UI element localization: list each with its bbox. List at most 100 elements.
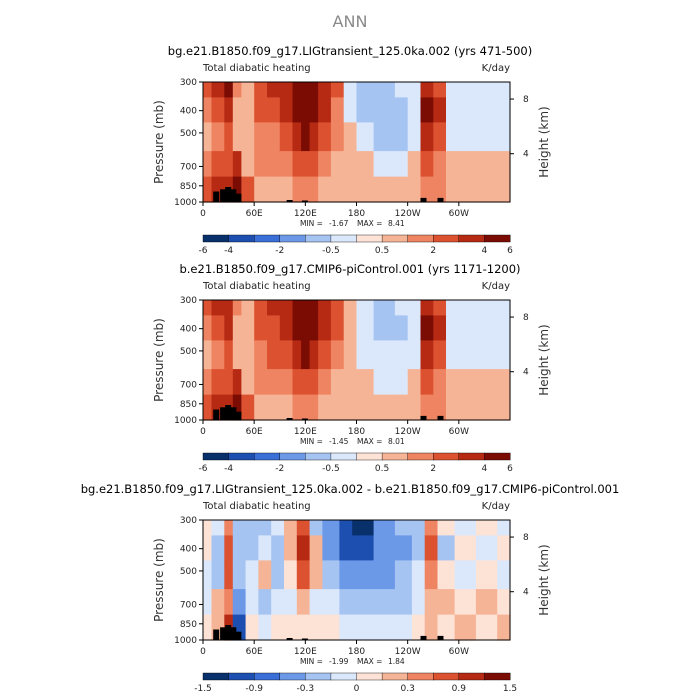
field-cell <box>356 151 375 178</box>
panel-title: bg.e21.B1850.f09_g17.LIGtransient_125.0k… <box>168 44 532 58</box>
field-cell <box>245 520 259 536</box>
field-cell <box>211 369 225 396</box>
x-tick-label: 120W <box>395 647 421 657</box>
field-cell <box>394 176 409 203</box>
field-cell <box>301 151 311 178</box>
x-tick-label: 120E <box>294 427 317 437</box>
field-cell <box>394 369 409 396</box>
field-cell <box>254 315 268 341</box>
colorbar-label: 0.5 <box>375 246 389 256</box>
field-cell <box>356 300 375 316</box>
field-cell <box>292 122 302 152</box>
field-cell <box>203 300 213 316</box>
colorbar-label: -0.5 <box>322 464 340 474</box>
colorbar-label: 0.9 <box>452 684 467 694</box>
field-cell <box>330 340 345 370</box>
terrain-block <box>437 197 444 202</box>
min-label: MIN = <box>300 219 323 228</box>
field-cell <box>318 97 332 123</box>
min-label: MIN = <box>300 437 323 446</box>
field-cell <box>339 535 353 561</box>
field-cell <box>373 122 396 152</box>
field-cell <box>296 614 311 641</box>
field-cell <box>322 589 341 616</box>
y-tick-label: 500 <box>180 129 197 139</box>
field-cell <box>301 82 311 98</box>
field-cell <box>284 560 298 590</box>
field-cell <box>339 614 353 641</box>
field-cell <box>322 520 341 536</box>
field-cell <box>497 614 511 641</box>
terrain-block <box>420 197 427 202</box>
field-cell <box>232 589 247 616</box>
field-cell <box>203 151 213 178</box>
field-cell <box>292 315 302 341</box>
field-cell <box>394 97 409 123</box>
field-cell <box>356 122 375 152</box>
terrain-block <box>230 627 237 640</box>
field-cell <box>309 122 319 152</box>
field-cell <box>356 82 375 98</box>
field-cell <box>203 560 213 590</box>
field-cell <box>322 560 341 590</box>
y2-axis-label: Height (km) <box>537 544 551 615</box>
field-cell <box>241 97 255 123</box>
field-cell <box>211 97 225 123</box>
terrain-block <box>286 200 293 202</box>
colorbar-swatch <box>381 234 409 243</box>
terrain-block <box>213 629 220 640</box>
field-cell <box>211 520 225 536</box>
field-cell <box>267 82 281 98</box>
field-cell <box>424 589 439 616</box>
field-cell <box>309 82 319 98</box>
x-tick-label: 60E <box>246 427 263 437</box>
field-cell <box>352 520 375 536</box>
field-cell <box>232 535 247 561</box>
field-cell <box>330 394 345 421</box>
field-cell <box>356 176 375 203</box>
terrain-mask <box>213 187 444 202</box>
field-cell <box>232 122 242 152</box>
colorbar-swatch <box>305 452 332 461</box>
field-cell <box>454 614 477 641</box>
field-cell <box>458 176 485 203</box>
field-cell <box>446 315 460 341</box>
colorbar-swatch <box>484 234 511 243</box>
field-cell <box>271 520 285 536</box>
y-tick-label: 1000 <box>174 636 197 646</box>
y-tick-label: 400 <box>180 325 197 335</box>
field-cell <box>424 560 439 590</box>
field-cell <box>411 560 426 590</box>
field-cell <box>267 340 281 370</box>
field-cell <box>437 520 456 536</box>
field-cell <box>458 340 485 370</box>
field-cell <box>258 589 272 616</box>
field-cell <box>318 122 332 152</box>
colorbar-swatch <box>279 234 306 243</box>
colorbar-swatch <box>305 672 332 681</box>
min-value: -1.67 <box>329 219 349 228</box>
field-cell <box>484 369 511 396</box>
y-tick-label: 400 <box>180 107 197 117</box>
field-cell <box>203 520 213 536</box>
colorbar-label: 6 <box>507 246 513 256</box>
terrain-block <box>230 189 237 202</box>
field-cell <box>224 300 234 316</box>
field-cell <box>301 369 311 396</box>
field-cell <box>420 176 434 203</box>
field-cell <box>271 560 285 590</box>
field-cell <box>420 82 434 98</box>
field-cell <box>433 82 447 98</box>
field-cell <box>271 535 285 561</box>
x-tick-label: 180 <box>348 209 365 219</box>
x-tick-label: 120E <box>294 209 317 219</box>
colorbar-swatch <box>305 234 332 243</box>
field-cell <box>373 535 396 561</box>
field-cell <box>343 151 358 178</box>
field-cell <box>232 340 242 370</box>
field-cell <box>203 369 213 396</box>
y-tick-label: 700 <box>180 600 197 610</box>
field-cell <box>203 394 213 421</box>
field-cell <box>296 589 311 616</box>
field-cell <box>407 122 422 152</box>
